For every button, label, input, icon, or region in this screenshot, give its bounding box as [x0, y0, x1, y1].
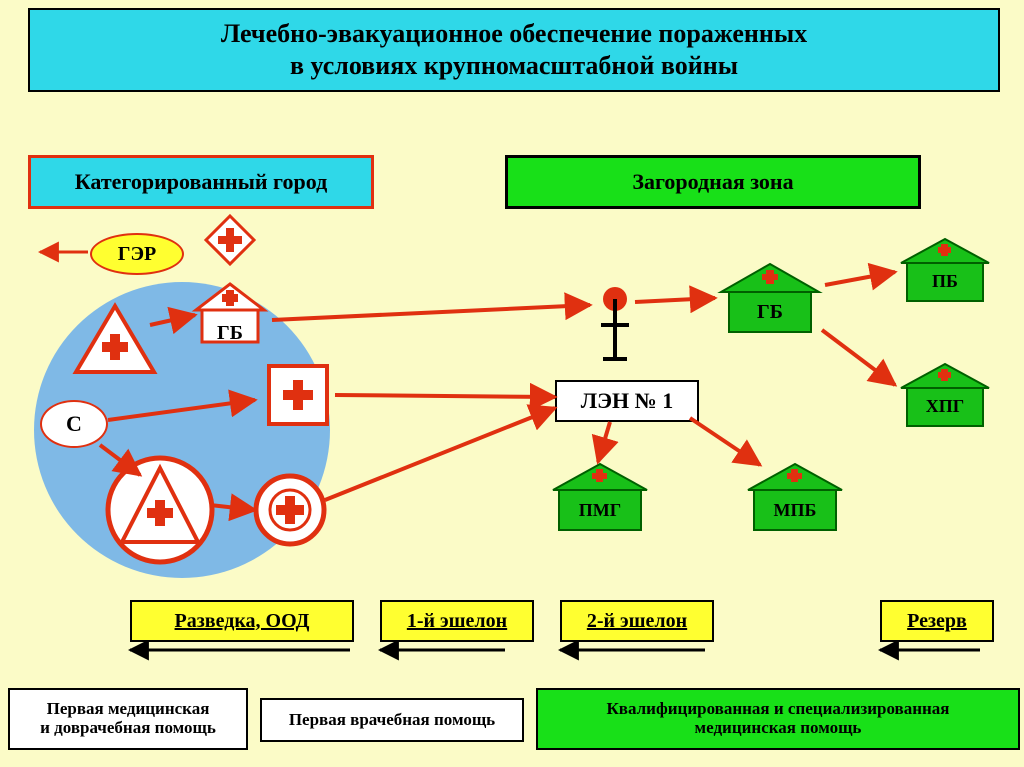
svg-text:ПМГ: ПМГ	[579, 500, 621, 520]
svg-text:ГБ: ГБ	[757, 301, 783, 323]
s-label: С	[66, 411, 82, 437]
len-label: ЛЭН № 1	[581, 388, 674, 414]
gb-city-label: ГБ	[210, 322, 250, 345]
svg-text:МПБ: МПБ	[774, 500, 817, 520]
svg-text:ПБ: ПБ	[932, 271, 958, 291]
len-box: ЛЭН № 1	[555, 380, 699, 422]
echelon-first: 1-й эшелон	[380, 600, 534, 642]
pmg-house-icon: ПМГ	[545, 460, 655, 538]
ger-oval: ГЭР	[90, 233, 184, 275]
footer-left-l2: и доврачебная помощь	[40, 719, 216, 738]
footer-right-l2: медицинская помощь	[695, 719, 862, 738]
gb-house-icon: ГБ	[715, 260, 825, 340]
s-oval: С	[40, 400, 108, 448]
hpg-house-icon: ХПГ	[895, 360, 995, 432]
square-cross-small-icon	[263, 360, 333, 430]
footer-mid-l1: Первая врачебная помощь	[289, 711, 495, 730]
footer-right-l1: Квалифицированная и специализированная	[606, 700, 949, 719]
city-area-circle	[0, 0, 1024, 767]
svg-text:ХПГ: ХПГ	[926, 396, 964, 416]
diagram-canvas: Лечебно-эвакуационное обеспечение пораже…	[0, 0, 1024, 767]
footer-left-l1: Первая медицинская	[47, 700, 210, 719]
pb-house-icon: ПБ	[895, 235, 995, 307]
footer-mid: Первая врачебная помощь	[260, 698, 524, 742]
circle-cross-icon	[250, 470, 330, 550]
len-pole-icon	[595, 285, 635, 365]
footer-left: Первая медицинская и доврачебная помощь	[8, 688, 248, 750]
mpb-house-icon: МПБ	[740, 460, 850, 538]
triangle-cross-upper-icon	[70, 300, 160, 380]
triangle-in-ring-icon	[100, 450, 220, 570]
echelon-second: 2-й эшелон	[560, 600, 714, 642]
footer-right: Квалифицированная и специализированная м…	[536, 688, 1020, 750]
ger-label: ГЭР	[118, 243, 157, 266]
diamond-cross-icon	[200, 210, 260, 270]
echelon-reserve: Резерв	[880, 600, 994, 642]
echelon-recon: Разведка, ООД	[130, 600, 354, 642]
